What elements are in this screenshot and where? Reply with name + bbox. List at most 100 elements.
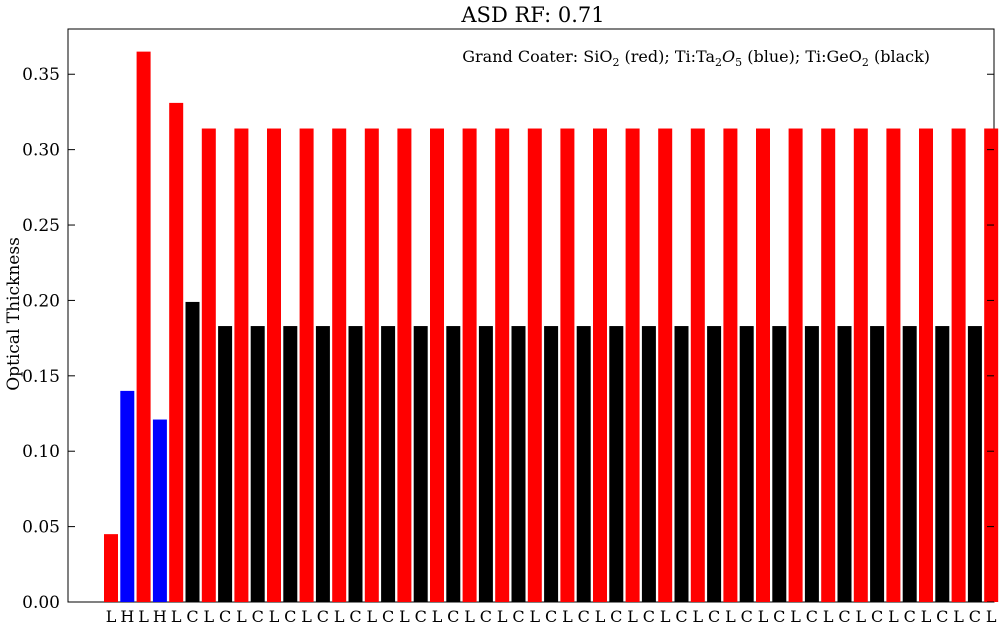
x-tick-label: L xyxy=(138,607,149,626)
x-tick-label: C xyxy=(806,607,818,626)
bar-layer-11 xyxy=(267,128,281,602)
bar-layer-32 xyxy=(609,326,624,602)
bar-layer-16 xyxy=(348,326,363,602)
y-tick-label: 0.05 xyxy=(22,518,60,538)
x-tick-label: L xyxy=(725,607,736,626)
x-tick-label: C xyxy=(578,607,590,626)
bar-layer-23 xyxy=(462,128,477,602)
x-tick-label: L xyxy=(562,607,573,626)
bar-layer-42 xyxy=(772,326,787,602)
bar-layer-25 xyxy=(495,128,510,602)
bar-layer-1 xyxy=(104,534,118,602)
bar-layer-37 xyxy=(690,128,705,602)
bar-layer-54 xyxy=(967,326,982,602)
bar-layer-27 xyxy=(527,128,542,602)
x-tick-label: C xyxy=(349,607,361,626)
x-tick-label: L xyxy=(497,607,508,626)
bar-layer-38 xyxy=(707,326,722,602)
y-tick-label: 0.15 xyxy=(22,367,60,387)
bar-layer-48 xyxy=(870,326,885,602)
bar-layer-29 xyxy=(560,128,575,602)
x-tick-label: L xyxy=(529,607,540,626)
x-tick-label: C xyxy=(708,607,720,626)
bar-layer-44 xyxy=(804,326,819,602)
legend-text: Grand Coater: SiO2 (red); Ti:Ta2O5 (blue… xyxy=(462,47,930,69)
x-tick-label: C xyxy=(838,607,850,626)
bar-group xyxy=(104,51,999,603)
bar-layer-55 xyxy=(984,128,999,602)
bar-layer-6 xyxy=(185,301,200,602)
bar-layer-53 xyxy=(951,128,966,602)
bar-layer-50 xyxy=(902,326,917,602)
x-tick-label: C xyxy=(741,607,753,626)
bar-layer-14 xyxy=(315,326,330,602)
bar-layer-40 xyxy=(739,326,754,602)
x-tick-label: L xyxy=(823,607,834,626)
x-tick-label: C xyxy=(936,607,948,626)
bar-layer-49 xyxy=(886,128,901,602)
x-tick-label: L xyxy=(301,607,312,626)
x-tick-label: L xyxy=(758,607,769,626)
x-tick-label: L xyxy=(627,607,638,626)
x-tick-label: L xyxy=(464,607,475,626)
x-tick-label: L xyxy=(595,607,606,626)
y-tick-label: 0.20 xyxy=(22,291,60,311)
x-tick-label: H xyxy=(120,607,134,626)
bar-layer-10 xyxy=(250,326,265,602)
x-tick-label: L xyxy=(171,607,182,626)
y-tick-label: 0.35 xyxy=(22,65,60,85)
x-tick-label: C xyxy=(643,607,655,626)
x-tick-label: L xyxy=(366,607,377,626)
bar-layer-41 xyxy=(756,128,770,602)
x-tick-label: L xyxy=(106,607,117,626)
x-tick-label: C xyxy=(969,607,981,626)
bar-layer-13 xyxy=(299,128,314,602)
bar-layer-36 xyxy=(674,326,689,602)
x-tick-label: C xyxy=(480,607,492,626)
x-tick-label: L xyxy=(986,607,997,626)
chart-title: ASD RF: 0.71 xyxy=(460,3,604,27)
x-tick-label: L xyxy=(399,607,410,626)
x-tick-label: L xyxy=(334,607,345,626)
y-axis-label: Optical Thickness xyxy=(4,237,24,391)
x-tick-label: H xyxy=(153,607,167,626)
x-tick-label: C xyxy=(512,607,524,626)
bar-layer-3 xyxy=(136,51,151,603)
bar-layer-7 xyxy=(201,128,216,602)
bar-layer-12 xyxy=(283,326,298,602)
x-tick-label: C xyxy=(871,607,883,626)
x-tick-label: L xyxy=(203,607,214,626)
bar-layer-20 xyxy=(413,326,428,602)
x-tick-label: C xyxy=(447,607,459,626)
x-tick-label: L xyxy=(855,607,866,626)
x-tick-label: L xyxy=(953,607,964,626)
bar-layer-39 xyxy=(723,128,738,602)
x-tick-label: C xyxy=(317,607,329,626)
bar-layer-8 xyxy=(218,326,233,602)
x-tick-label: L xyxy=(888,607,899,626)
x-tick-label: C xyxy=(252,607,264,626)
bar-layer-51 xyxy=(919,128,933,602)
x-tick-label: C xyxy=(415,607,427,626)
x-tick-label: L xyxy=(921,607,932,626)
bar-layer-28 xyxy=(544,326,559,602)
bar-layer-9 xyxy=(234,128,249,602)
bar-layer-4 xyxy=(152,419,167,602)
x-tick-label: C xyxy=(186,607,198,626)
x-tick-label: C xyxy=(675,607,687,626)
bar-layer-34 xyxy=(641,326,656,602)
x-tick-label: C xyxy=(545,607,557,626)
bar-layer-24 xyxy=(478,326,493,602)
x-tick-label: C xyxy=(904,607,916,626)
x-tick-label: L xyxy=(660,607,671,626)
x-tick-label: C xyxy=(284,607,296,626)
bar-layer-47 xyxy=(853,128,868,602)
x-tick-label: C xyxy=(382,607,394,626)
x-tick-label: L xyxy=(692,607,703,626)
bar-layer-18 xyxy=(381,326,396,602)
bar-layer-22 xyxy=(446,326,461,602)
bar-layer-15 xyxy=(332,128,347,602)
x-tick-label: L xyxy=(269,607,280,626)
bar-layer-31 xyxy=(593,128,607,602)
y-tick-label: 0.00 xyxy=(22,593,60,613)
